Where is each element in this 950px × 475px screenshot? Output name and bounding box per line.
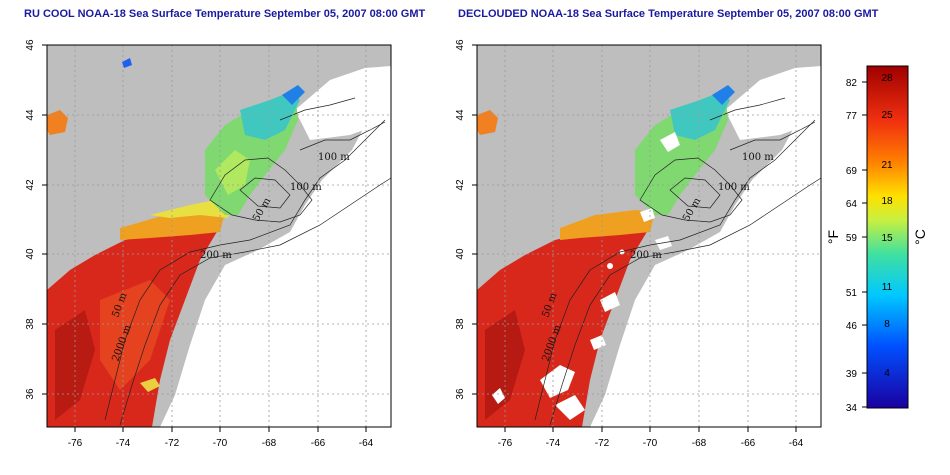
y-tick: 38	[455, 318, 466, 330]
contour-line	[104, 119, 386, 421]
fahrenheit-tick: 59	[846, 233, 858, 244]
contour-line	[639, 157, 743, 223]
y-tick: 44	[455, 109, 466, 121]
celsius-tick: 11	[882, 282, 893, 293]
y-tick: 46	[25, 39, 36, 51]
right-grid	[477, 45, 821, 427]
contour-label: 200 m	[200, 250, 232, 261]
cloud-mask	[492, 132, 680, 420]
left-map-border	[46, 44, 392, 428]
right-map: 100 m 100 m 50 m 200 m 50 m 2000 m -76 -…	[455, 39, 822, 449]
contour-line	[239, 177, 291, 209]
x-tick: -76	[498, 438, 513, 449]
contour-line	[119, 177, 391, 426]
left-map: 100 m 100 m 50 m 200 m 50 m 2000 m -76 -…	[25, 39, 392, 449]
x-tick: -64	[359, 438, 374, 449]
fahrenheit-tick: 82	[846, 78, 858, 89]
fahrenheit-unit-label: °F	[825, 230, 841, 244]
y-tick: 40	[25, 248, 36, 260]
x-tick: -66	[311, 438, 326, 449]
fahrenheit-tick: 69	[846, 166, 858, 177]
y-tick: 42	[25, 179, 36, 191]
sst-warm-swath	[477, 228, 648, 427]
y-tick: 40	[455, 248, 466, 260]
x-tick: -72	[165, 438, 180, 449]
x-tick: -66	[741, 438, 756, 449]
celsius-tick: 28	[881, 73, 893, 84]
contour-label: 100 m	[742, 152, 774, 163]
fahrenheit-tick: 64	[846, 199, 858, 210]
left-map-title: RU COOL NOAA-18 Sea Surface Temperature …	[24, 8, 426, 20]
celsius-tick: 21	[881, 160, 893, 171]
contour-line	[549, 177, 821, 426]
y-tick: 36	[455, 388, 466, 400]
colorbar: 82 77 69 64 59 51 46 39 34 28 25 21 18 1…	[825, 65, 928, 414]
x-tick: -70	[213, 438, 228, 449]
x-tick: -74	[116, 438, 131, 449]
sst-transition-band	[560, 210, 655, 240]
x-tick: -72	[595, 438, 610, 449]
celsius-tick: 25	[881, 110, 893, 121]
contour-label: 100 m	[718, 182, 750, 193]
celsius-tick: 18	[881, 196, 893, 207]
celsius-tick: 4	[884, 368, 890, 379]
contour-line	[299, 121, 386, 151]
fahrenheit-tick: 77	[846, 111, 858, 122]
x-tick: -74	[546, 438, 561, 449]
y-tick: 46	[455, 39, 466, 51]
fahrenheit-tick: 51	[846, 288, 858, 299]
y-tick: 36	[25, 388, 36, 400]
y-tick: 38	[25, 318, 36, 330]
contour-line	[209, 157, 313, 223]
celsius-tick: 15	[881, 233, 893, 244]
x-tick: -68	[262, 438, 277, 449]
colorbar-gradient	[866, 65, 909, 409]
y-tick: 44	[25, 109, 36, 121]
left-grid	[47, 45, 391, 427]
sst-transition-band	[120, 210, 225, 240]
fahrenheit-tick: 34	[846, 403, 858, 414]
x-tick: -68	[692, 438, 707, 449]
y-tick: 42	[455, 179, 466, 191]
right-map-title: DECLOUDED NOAA-18 Sea Surface Temperatur…	[458, 8, 879, 20]
celsius-unit-label: °C	[912, 229, 928, 245]
contour-line	[534, 119, 816, 421]
contour-line	[729, 121, 816, 151]
x-tick: -64	[789, 438, 804, 449]
x-tick: -76	[68, 438, 83, 449]
contour-label: 100 m	[290, 182, 322, 193]
right-map-border	[476, 44, 822, 428]
contour-label: 100 m	[318, 152, 350, 163]
celsius-tick: 8	[884, 319, 890, 330]
fahrenheit-tick: 39	[846, 369, 858, 380]
contour-line	[669, 177, 721, 209]
x-tick: -70	[643, 438, 658, 449]
contour-label: 200 m	[630, 250, 662, 261]
fahrenheit-tick: 46	[846, 321, 858, 332]
